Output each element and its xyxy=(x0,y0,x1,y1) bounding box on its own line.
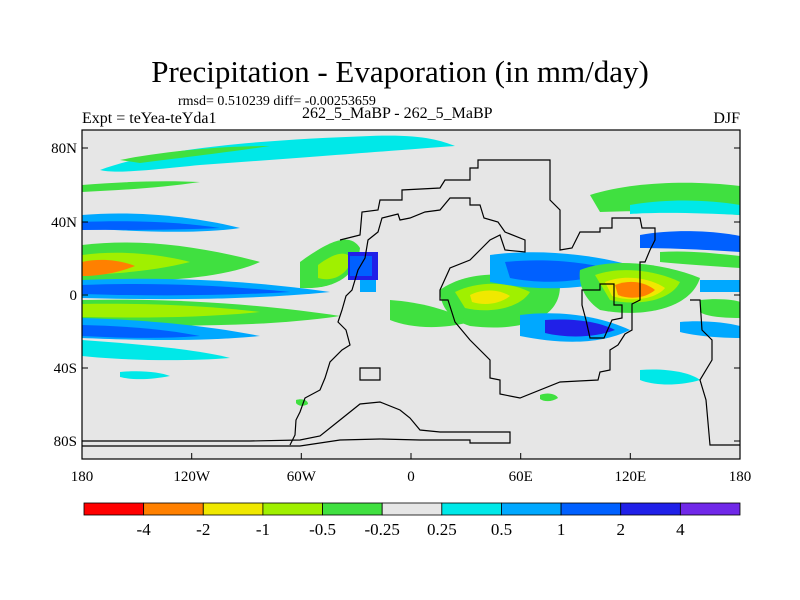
field-patch xyxy=(470,290,510,304)
rmsd-diff-stats: rmsd= 0.510239 diff= -0.00253659 xyxy=(178,94,376,109)
colorbar-swatch xyxy=(679,502,741,516)
axis-ticks xyxy=(81,147,741,459)
y-tick-label: 80S xyxy=(54,434,77,450)
colorbar-swatch xyxy=(262,502,323,516)
colorbar-swatch xyxy=(620,502,681,516)
field-patch xyxy=(82,259,135,276)
colorbar-label: -0.5 xyxy=(309,520,336,539)
field-patch xyxy=(82,221,220,230)
field-patch xyxy=(82,181,200,192)
coastline-segment xyxy=(289,159,656,446)
coastline-segment xyxy=(581,283,623,339)
x-tick-label: 60W xyxy=(287,469,317,485)
field-patch xyxy=(700,280,740,292)
field-patch xyxy=(120,371,170,380)
field-patch xyxy=(545,319,615,337)
colorbar-swatch xyxy=(441,502,502,516)
field-patch xyxy=(680,321,740,338)
colorbar-swatch xyxy=(501,502,562,516)
field-patch xyxy=(82,303,260,318)
colorbar-swatch xyxy=(143,502,204,516)
x-tick-label: 120E xyxy=(614,469,646,485)
field-patch xyxy=(700,299,740,318)
colorbar-label: -1 xyxy=(256,520,270,539)
x-tick-label: 180 xyxy=(729,469,752,485)
colorbar-label: 4 xyxy=(676,520,685,539)
colorbar-label: 0.5 xyxy=(491,520,512,539)
colorbar-label: 1 xyxy=(557,520,566,539)
y-axis-labels: 80N 40N 0 40S 80S xyxy=(51,141,77,450)
field-patch xyxy=(82,283,290,296)
field-patch xyxy=(296,399,308,406)
colorbar-label: 2 xyxy=(616,520,625,539)
precip-evap-field xyxy=(82,135,740,406)
y-tick-label: 0 xyxy=(70,288,78,304)
x-tick-label: 120W xyxy=(173,469,211,485)
field-patch xyxy=(615,281,655,298)
colorbar-swatch xyxy=(381,502,443,516)
field-patch xyxy=(120,146,270,163)
x-tick-label: 180 xyxy=(71,469,94,485)
x-tick-label: 60E xyxy=(509,469,533,485)
coastline xyxy=(82,159,740,447)
field-patch xyxy=(640,231,740,252)
case-label: 262_5_MaBP - 262_5_MaBP xyxy=(302,105,493,122)
colorbar-swatch xyxy=(322,502,383,516)
colorbar-label: -2 xyxy=(196,520,210,539)
colorbar-label: -0.25 xyxy=(364,520,399,539)
plot-title: Precipitation - Evaporation (in mm/day) xyxy=(151,54,649,89)
field-patch xyxy=(82,340,230,361)
field-patch xyxy=(390,300,470,328)
x-tick-label: 0 xyxy=(407,469,415,485)
field-patch xyxy=(540,393,558,402)
colorbar-swatch xyxy=(560,502,622,516)
field-patch xyxy=(318,253,352,280)
field-patch xyxy=(82,325,200,338)
coastline-segment xyxy=(82,401,511,447)
field-patch xyxy=(640,369,700,385)
x-axis-labels: 180 120W 60W 0 60E 120E 180 xyxy=(71,469,752,485)
field-patch xyxy=(660,251,740,268)
y-tick-label: 40N xyxy=(51,215,77,231)
experiment-label: Expt = teYea-teYda1 xyxy=(82,110,217,127)
coastline-segment xyxy=(690,299,740,446)
colorbar-label: -4 xyxy=(137,520,152,539)
y-tick-label: 40S xyxy=(54,361,77,377)
season-label: DJF xyxy=(713,110,740,127)
field-patch xyxy=(360,280,376,292)
field-patch xyxy=(100,135,455,172)
colorbar-swatch xyxy=(202,502,264,516)
colorbar-swatch xyxy=(83,502,145,516)
colorbar-label: 0.25 xyxy=(427,520,457,539)
y-tick-label: 80N xyxy=(51,141,77,157)
coastline-segment xyxy=(359,367,381,381)
colorbar: -4 -2 -1 -0.5 -0.25 0.25 0.5 1 2 4 xyxy=(83,502,741,539)
field-patch xyxy=(630,200,740,215)
